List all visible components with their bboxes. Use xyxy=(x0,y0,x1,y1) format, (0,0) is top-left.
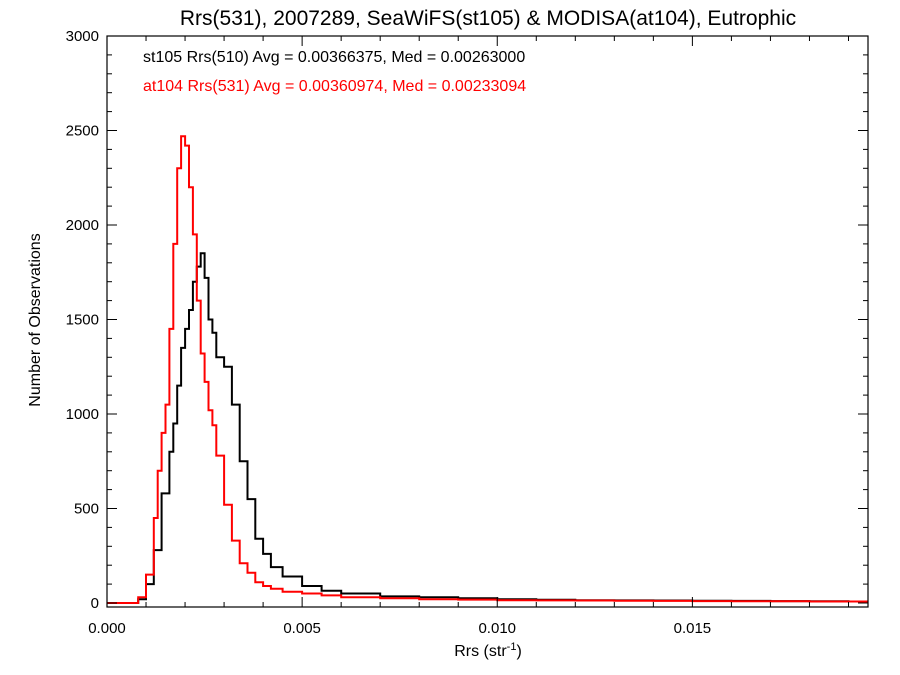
x-axis-ticks: 0.000 0.005 0.010 0.015 xyxy=(88,36,849,637)
x-tick-label: 0.005 xyxy=(283,620,321,637)
y-tick-label: 1500 xyxy=(66,312,99,329)
legend-entry-at104: at104 Rrs(531) Avg = 0.00360974, Med = 0… xyxy=(143,78,526,95)
x-axis-title-close: ) xyxy=(516,643,521,660)
x-tick-label: 0.010 xyxy=(478,620,516,637)
plot-frame xyxy=(106,35,869,608)
y-axis-title: Number of Observations xyxy=(27,233,44,406)
y-tick-label: 1000 xyxy=(66,406,99,423)
x-tick-label: 0.000 xyxy=(88,620,126,637)
series-layer xyxy=(107,135,868,604)
y-tick-label: 0 xyxy=(91,595,99,612)
x-axis-title: Rrs (str-1) xyxy=(454,641,522,660)
y-axis-ticks: 0 500 1000 1500 2000 2500 3000 xyxy=(66,28,868,612)
legend: st105 Rrs(510) Avg = 0.00366375, Med = 0… xyxy=(143,49,526,95)
y-tick-label: 2500 xyxy=(66,123,99,140)
y-tick-label: 500 xyxy=(74,501,99,518)
x-axis-title-superscript: -1 xyxy=(507,641,517,653)
y-tick-label: 3000 xyxy=(66,28,99,45)
series-st105-line xyxy=(107,252,868,604)
legend-entry-st105: st105 Rrs(510) Avg = 0.00366375, Med = 0… xyxy=(143,49,525,66)
series-at104-line xyxy=(107,135,868,604)
chart-title: Rrs(531), 2007289, SeaWiFS(st105) & MODI… xyxy=(180,7,796,30)
x-axis-title-main: Rrs (str xyxy=(454,643,507,660)
y-tick-label: 2000 xyxy=(66,217,99,234)
x-tick-label: 0.015 xyxy=(674,620,712,637)
